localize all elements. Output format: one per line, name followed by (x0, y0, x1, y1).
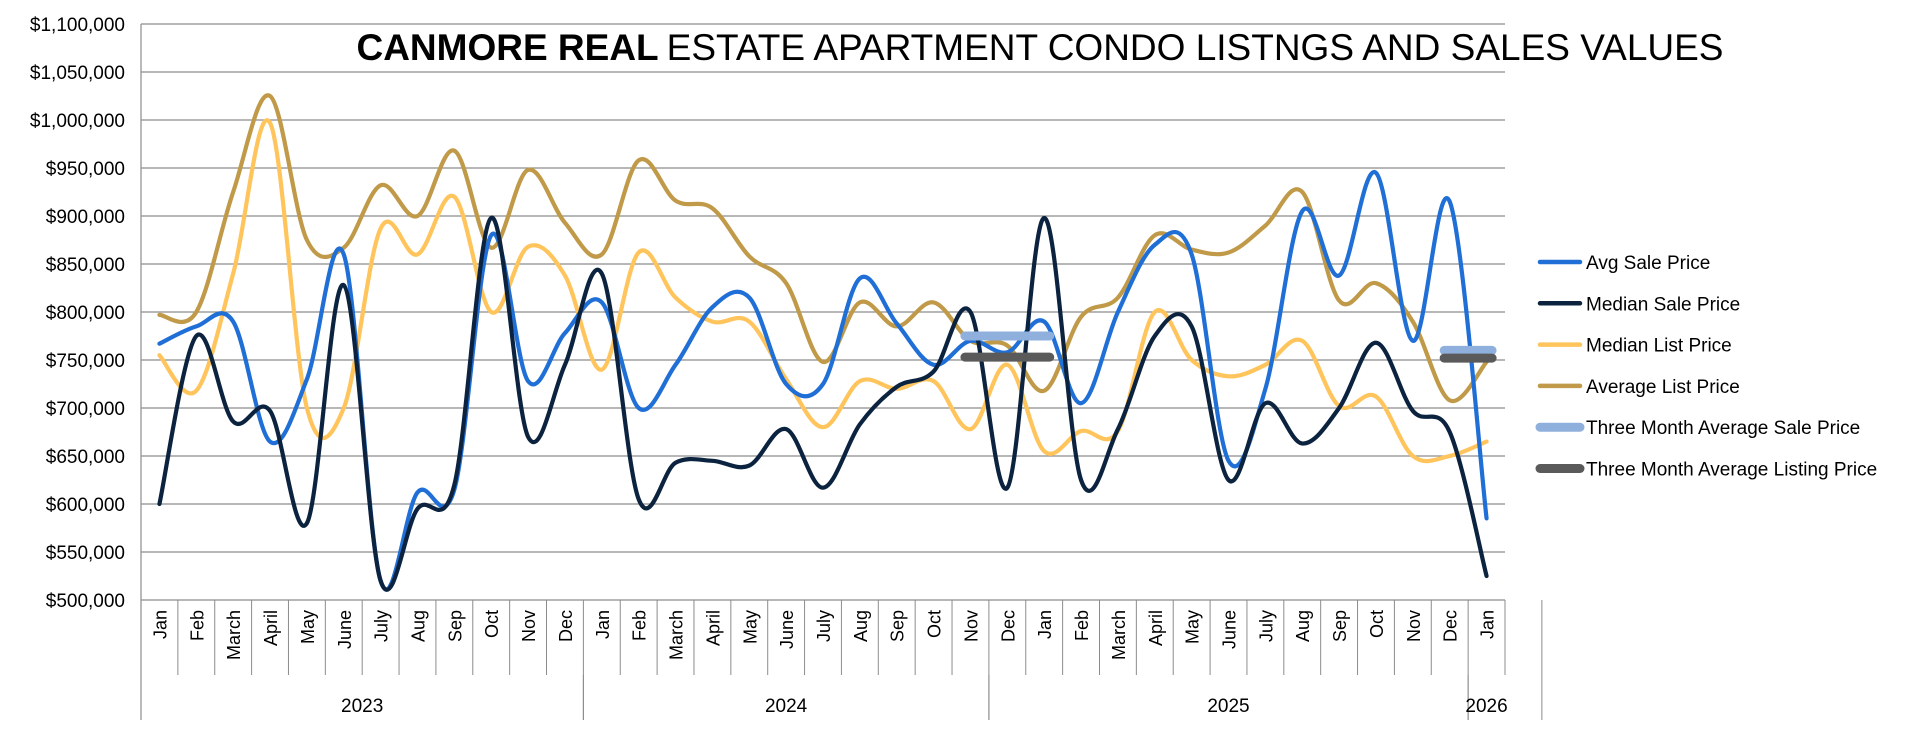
axes: $500,000 $550,000 $600,000 $650,000 $700,000… (30, 15, 1543, 720)
legend: Avg Sale Price Median Sale Price Median Li… (1535, 253, 1877, 481)
y-tick-label: $850,000 (46, 255, 125, 276)
y-tick-label: $1,000,000 (30, 111, 125, 132)
y-tick-label: $900,000 (46, 207, 125, 228)
legend-label: Three Month Average Listing Price (1586, 460, 1877, 481)
x-tick-label: Jan (1035, 610, 1055, 639)
x-tick-label: Dec (1441, 610, 1461, 642)
x-tick-label: Sep (445, 610, 465, 642)
x-tick-label: Oct (1367, 610, 1387, 638)
x-tick-label: Nov (519, 610, 539, 642)
y-tick-label: $550,000 (46, 543, 125, 564)
legend-label: Average List Price (1586, 377, 1740, 398)
x-tick-label: Jan (1478, 610, 1498, 639)
legend-label: Avg Sale Price (1586, 253, 1710, 274)
year-label: 2025 (1207, 696, 1249, 717)
year-label: 2023 (341, 696, 383, 717)
x-tick-label: March (1109, 610, 1129, 660)
year-label: 2024 (765, 696, 808, 717)
x-tick-label: Nov (961, 610, 981, 642)
y-tick-label: $700,000 (46, 399, 125, 420)
x-tick-label: March (667, 610, 687, 660)
legend-label: Median Sale Price (1586, 294, 1740, 315)
x-tick-label: May (740, 610, 760, 644)
y-tick-label: $800,000 (46, 303, 125, 324)
series-line-median-list-price (157, 118, 1489, 464)
x-tick-label: March (224, 610, 244, 660)
y-tick-label: $950,000 (46, 159, 125, 180)
x-tick-label: Jan (150, 610, 170, 639)
x-tick-label: Aug (1293, 610, 1313, 642)
y-tick-label: $1,100,000 (30, 15, 125, 36)
x-tick-label: Feb (630, 610, 650, 641)
series-line-median-sale-price (157, 215, 1489, 592)
gridlines (141, 23, 1505, 601)
chart-title: CANMORE REAL ESTATE APARTMENT CONDO LISTN… (356, 27, 1723, 68)
series-lines (157, 93, 1497, 592)
legend-label: Three Month Average Sale Price (1586, 418, 1860, 439)
x-tick-label: Feb (1072, 610, 1092, 641)
year-label: 2026 (1465, 696, 1507, 717)
x-tick-label: July (1256, 610, 1276, 642)
series-line-average-list-price (157, 93, 1489, 404)
x-tick-label: Dec (556, 610, 576, 642)
x-tick-label: Aug (851, 610, 871, 642)
x-tick-label: May (1183, 610, 1203, 644)
chart-title-rest: ESTATE APARTMENT CONDO LISTNGS AND SALES… (667, 27, 1724, 68)
x-tick-label: Aug (408, 610, 428, 642)
x-tick-label: Sep (1330, 610, 1350, 642)
x-tick-label: June (335, 610, 355, 649)
y-tick-label: $500,000 (46, 591, 125, 612)
y-tick-label: $650,000 (46, 447, 125, 468)
y-tick-label: $1,050,000 (30, 63, 125, 84)
x-tick-label: Sep (888, 610, 908, 642)
y-tick-label: $600,000 (46, 495, 125, 516)
x-tick-label: April (703, 610, 723, 646)
x-tick-label: June (777, 610, 797, 649)
x-tick-label: Feb (187, 610, 207, 641)
x-tick-label: July (814, 610, 834, 642)
x-tick-label: Jan (593, 610, 613, 639)
x-tick-label: May (298, 610, 318, 644)
chart-title-bold: CANMORE REAL (356, 27, 658, 68)
x-tick-label: July (372, 610, 392, 642)
x-tick-label: Nov (1404, 610, 1424, 642)
x-tick-label: Oct (482, 610, 502, 638)
y-tick-label: $750,000 (46, 351, 125, 372)
x-tick-label: Oct (925, 610, 945, 638)
x-tick-label: April (1146, 610, 1166, 646)
legend-label: Median List Price (1586, 336, 1732, 357)
x-tick-label: April (261, 610, 281, 646)
x-tick-label: June (1220, 610, 1240, 649)
x-tick-label: Dec (998, 610, 1018, 642)
